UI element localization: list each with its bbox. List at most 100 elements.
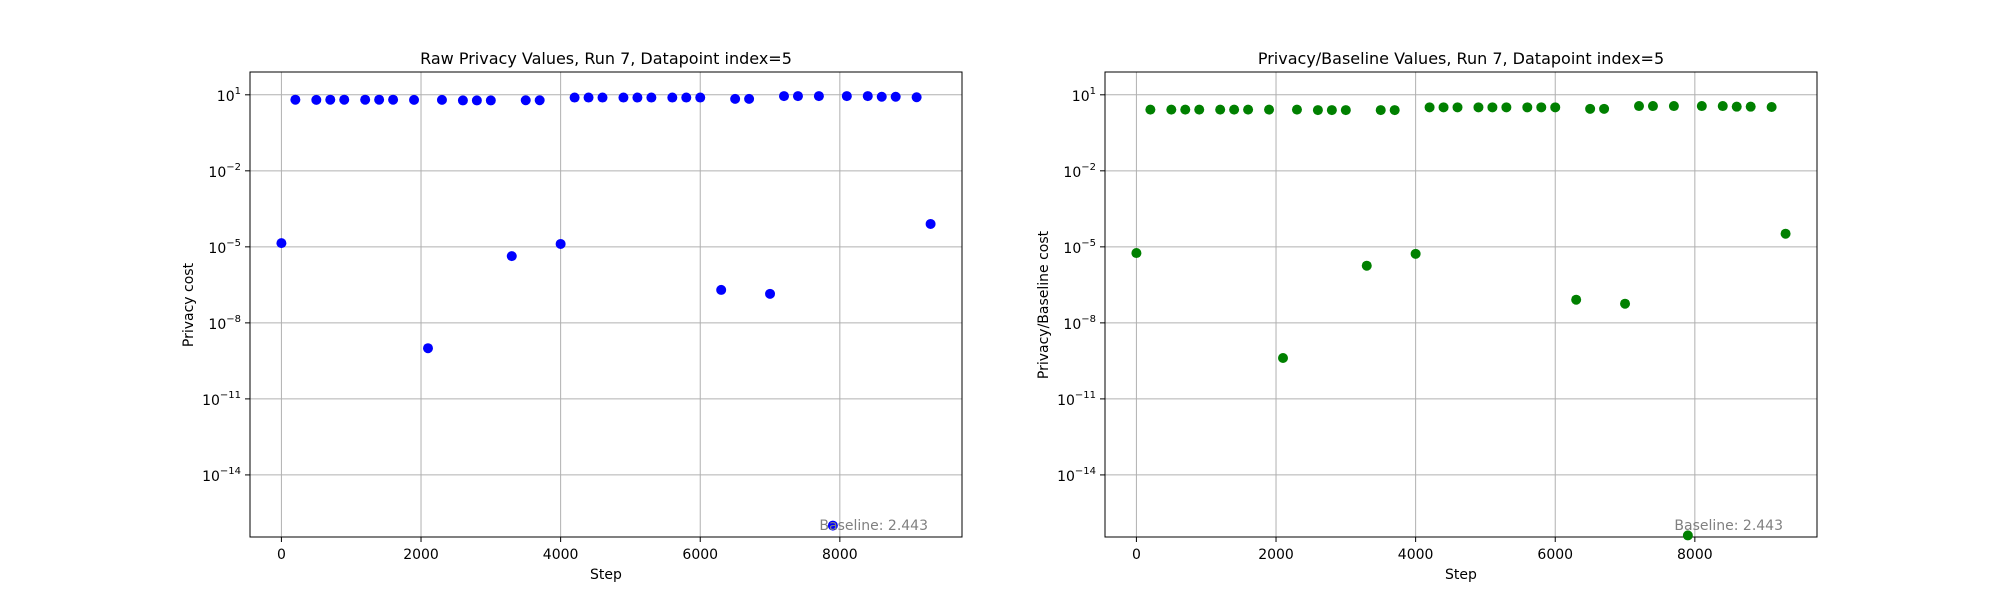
y-tick-label: 10−5 xyxy=(208,238,241,257)
data-point xyxy=(1599,103,1610,114)
data-point xyxy=(485,95,496,106)
data-point xyxy=(1340,105,1351,116)
data-point xyxy=(1696,101,1707,112)
data-point xyxy=(1668,101,1679,112)
grid xyxy=(1105,72,1817,537)
data-point xyxy=(1264,104,1275,115)
y-tick-label: 10−5 xyxy=(1063,238,1096,257)
axes-frame xyxy=(1104,71,1818,538)
data-point xyxy=(618,92,629,103)
data-point xyxy=(876,91,887,102)
ticks: 0 2000 4000 6000 8000 101 10−2 10−5 10−8 10−11 10−… xyxy=(202,86,858,563)
data-point xyxy=(1278,353,1288,364)
data-point xyxy=(1326,105,1337,116)
data-point xyxy=(925,218,936,229)
data-point xyxy=(1180,104,1191,115)
data-point xyxy=(1361,260,1372,271)
data-point xyxy=(911,92,922,103)
data-point xyxy=(1473,102,1484,113)
data-point xyxy=(409,94,420,105)
raw-privacy-chart: Raw Privacy Values, Run 7, Datapoint ind… xyxy=(181,49,963,583)
data-point xyxy=(841,91,852,102)
data-point xyxy=(667,92,678,103)
data-point xyxy=(457,95,468,106)
data-point xyxy=(765,288,776,299)
data-point xyxy=(1647,101,1658,112)
data-point xyxy=(730,93,741,104)
data-point xyxy=(744,93,755,104)
y-tick-label: 10−14 xyxy=(1057,466,1096,485)
y-tick-label: 10−2 xyxy=(1063,162,1096,181)
data-point xyxy=(1131,248,1142,259)
data-point xyxy=(520,95,531,106)
ticks: 0 2000 4000 6000 8000 101 10−2 10−5 10−8 10−11 10−… xyxy=(1057,86,1713,563)
x-tick-label: 4000 xyxy=(1398,547,1434,563)
data-point xyxy=(1452,102,1463,113)
data-point xyxy=(827,520,838,531)
data-point xyxy=(506,251,517,262)
y-tick-label: 101 xyxy=(1072,86,1096,105)
x-axis-label: Step xyxy=(590,567,622,583)
x-tick-label: 2000 xyxy=(403,547,439,563)
data-point xyxy=(1780,228,1791,239)
data-point xyxy=(1145,104,1156,115)
data-point xyxy=(583,92,594,103)
data-point xyxy=(534,95,545,106)
x-tick-label: 0 xyxy=(277,547,286,563)
data-point xyxy=(1215,104,1226,115)
privacy-baseline-chart: Privacy/Baseline Values, Run 7, Datapoin… xyxy=(1036,49,1818,583)
data-point xyxy=(646,92,657,103)
data-point xyxy=(862,91,873,102)
data-point xyxy=(597,92,608,103)
data-point xyxy=(716,284,727,295)
data-point xyxy=(1389,105,1400,116)
data-point xyxy=(1501,102,1512,113)
data-point xyxy=(276,238,287,249)
data-point xyxy=(1731,101,1742,112)
y-axis-label: Privacy cost xyxy=(181,262,197,347)
data-point xyxy=(1634,101,1644,112)
data-point xyxy=(695,92,706,103)
data-point xyxy=(1620,298,1631,309)
y-tick-label: 10−8 xyxy=(1063,314,1096,333)
data-point xyxy=(569,92,580,103)
data-point xyxy=(325,94,336,105)
x-tick-label: 2000 xyxy=(1258,547,1294,563)
data-point xyxy=(1571,294,1582,305)
y-tick-label: 10−2 xyxy=(208,162,241,181)
data-point xyxy=(681,92,692,103)
y-axis-label: Privacy/Baseline cost xyxy=(1036,230,1052,379)
y-tick-label: 10−14 xyxy=(202,466,241,485)
data-point xyxy=(779,91,789,102)
data-point xyxy=(1585,103,1596,114)
data-point xyxy=(1745,101,1756,112)
data-point xyxy=(792,91,803,102)
data-point xyxy=(1291,104,1302,115)
y-tick-label: 10−11 xyxy=(1057,390,1096,409)
data-point xyxy=(1550,102,1561,113)
data-point xyxy=(1375,105,1386,116)
y-tick-label: 10−11 xyxy=(202,390,241,409)
data-point xyxy=(1717,101,1728,112)
data-point xyxy=(1487,102,1498,113)
data-point xyxy=(311,94,322,105)
y-tick-label: 101 xyxy=(217,86,241,105)
data-point xyxy=(1522,102,1533,113)
data-point xyxy=(1410,248,1421,259)
data-point xyxy=(339,94,350,105)
data-point xyxy=(436,94,447,105)
data-point xyxy=(1766,102,1777,113)
x-tick-label: 4000 xyxy=(543,547,579,563)
y-tick-label: 10−8 xyxy=(208,314,241,333)
data-point xyxy=(1536,102,1547,113)
data-points xyxy=(1131,101,1791,541)
data-points xyxy=(276,91,936,531)
data-point xyxy=(360,94,371,105)
data-point xyxy=(388,94,399,105)
chart-title: Raw Privacy Values, Run 7, Datapoint ind… xyxy=(420,49,792,68)
data-point xyxy=(374,94,385,105)
data-point xyxy=(1166,104,1177,115)
x-axis-label: Step xyxy=(1445,567,1477,583)
data-point xyxy=(1243,104,1254,115)
